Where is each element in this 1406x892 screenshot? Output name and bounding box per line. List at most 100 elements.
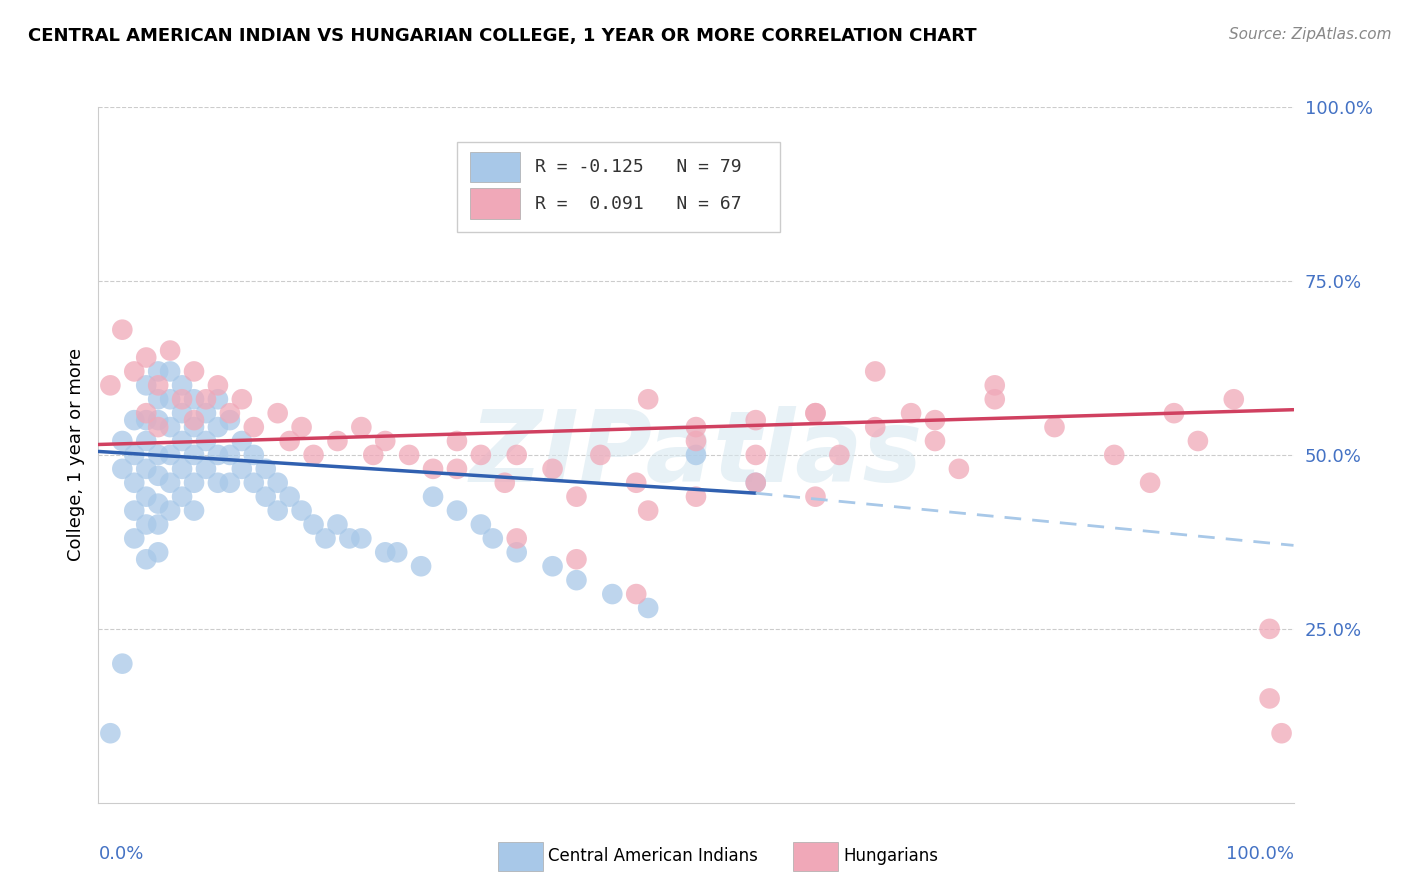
FancyBboxPatch shape [470, 188, 520, 219]
Point [124, 448, 146, 462]
Point [135, 351, 157, 365]
Point [219, 448, 242, 462]
Point [804, 406, 827, 420]
Point [135, 552, 157, 566]
Point [541, 462, 564, 476]
Point [148, 378, 170, 392]
Text: Central American Indians: Central American Indians [548, 847, 758, 865]
Point [148, 497, 170, 511]
Point [219, 413, 242, 427]
Point [135, 517, 157, 532]
Point [900, 406, 922, 420]
Point [98, 378, 122, 392]
Point [194, 392, 217, 407]
Point [231, 462, 253, 476]
Point [637, 392, 659, 407]
Point [1043, 420, 1066, 434]
Point [924, 434, 946, 448]
Point [135, 378, 157, 392]
Point [98, 726, 122, 740]
Point [685, 490, 707, 504]
Point [194, 406, 217, 420]
Text: 100.0%: 100.0% [1226, 845, 1294, 863]
Point [600, 587, 623, 601]
Point [506, 545, 529, 559]
Text: CENTRAL AMERICAN INDIAN VS HUNGARIAN COLLEGE, 1 YEAR OR MORE CORRELATION CHART: CENTRAL AMERICAN INDIAN VS HUNGARIAN COL… [28, 27, 977, 45]
FancyBboxPatch shape [457, 142, 779, 232]
Point [278, 490, 301, 504]
Point [148, 468, 170, 483]
Point [863, 364, 886, 378]
Point [506, 532, 529, 546]
Point [302, 448, 325, 462]
Point [111, 657, 134, 671]
Point [254, 462, 277, 476]
Point [243, 475, 266, 490]
Point [494, 475, 516, 490]
Point [1139, 475, 1161, 490]
Point [828, 448, 851, 462]
Point [124, 532, 146, 546]
Point [124, 503, 146, 517]
Point [267, 406, 290, 420]
Point [159, 343, 181, 358]
Text: R = -0.125   N = 79: R = -0.125 N = 79 [534, 158, 741, 176]
Point [159, 448, 181, 462]
Point [183, 420, 205, 434]
Point [1222, 392, 1246, 407]
Point [231, 392, 253, 407]
Point [111, 462, 134, 476]
Point [624, 475, 647, 490]
Point [470, 517, 492, 532]
Point [506, 448, 529, 462]
Point [159, 392, 181, 407]
Point [148, 448, 170, 462]
Point [124, 475, 146, 490]
Point [207, 420, 229, 434]
Point [685, 420, 707, 434]
Point [685, 448, 707, 462]
Point [135, 406, 157, 420]
Point [124, 413, 146, 427]
Point [374, 434, 396, 448]
Point [290, 503, 312, 517]
Point [219, 406, 242, 420]
Point [446, 503, 468, 517]
Point [172, 434, 194, 448]
Point [231, 434, 253, 448]
Point [148, 392, 170, 407]
Point [541, 559, 564, 574]
Point [159, 364, 181, 378]
Point [172, 490, 194, 504]
Point [148, 420, 170, 434]
Point [411, 559, 433, 574]
Point [207, 448, 229, 462]
Point [863, 420, 886, 434]
Point [148, 545, 170, 559]
Text: Hungarians: Hungarians [844, 847, 939, 865]
Point [194, 462, 217, 476]
Point [745, 448, 768, 462]
Text: 0.0%: 0.0% [98, 845, 143, 863]
Point [924, 413, 946, 427]
Point [1102, 448, 1125, 462]
Point [637, 601, 659, 615]
Point [1258, 691, 1281, 706]
Point [148, 517, 170, 532]
Point [219, 475, 242, 490]
Point [172, 462, 194, 476]
Point [337, 532, 360, 546]
Point [326, 517, 349, 532]
Point [804, 406, 827, 420]
Point [685, 434, 707, 448]
Point [183, 475, 205, 490]
Point [111, 434, 134, 448]
Point [470, 448, 492, 462]
Point [446, 462, 468, 476]
Point [148, 413, 170, 427]
Point [124, 364, 146, 378]
Point [983, 392, 1005, 407]
Point [148, 364, 170, 378]
Point [267, 475, 290, 490]
Text: ZIPatlas: ZIPatlas [470, 407, 922, 503]
